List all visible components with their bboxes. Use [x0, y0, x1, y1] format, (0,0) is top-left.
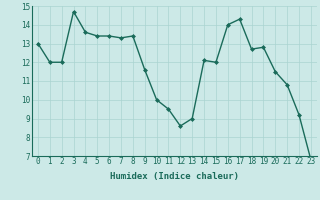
X-axis label: Humidex (Indice chaleur): Humidex (Indice chaleur): [110, 172, 239, 181]
